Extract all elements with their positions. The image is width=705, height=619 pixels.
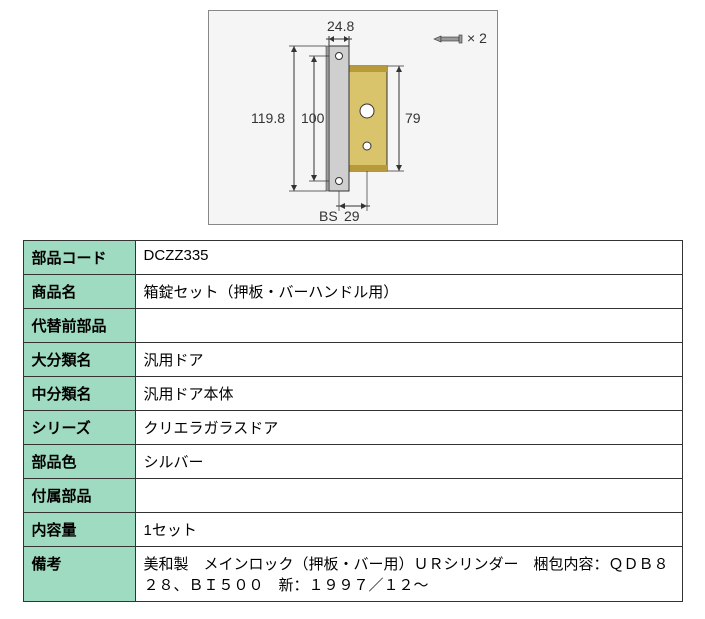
technical-diagram: 24.8 119.8 100 79 BS 29 (208, 10, 498, 225)
dim-inner-height-right: 79 (405, 110, 421, 126)
dim-bs-value: 29 (344, 208, 360, 224)
row-value: クリエラガラスドア (135, 411, 682, 445)
row-value: 1セット (135, 513, 682, 547)
row-label: 備考 (23, 547, 135, 602)
row-value: 箱錠セット（押板・バーハンドル用） (135, 275, 682, 309)
row-label: 商品名 (23, 275, 135, 309)
dim-inner-height-left: 100 (301, 110, 325, 126)
row-label: 内容量 (23, 513, 135, 547)
table-row: 大分類名汎用ドア (23, 343, 682, 377)
table-row: 内容量1セット (23, 513, 682, 547)
row-value: シルバー (135, 445, 682, 479)
dim-bs-label: BS (319, 208, 338, 224)
row-label: 付属部品 (23, 479, 135, 513)
table-row: シリーズクリエラガラスドア (23, 411, 682, 445)
table-row: 商品名箱錠セット（押板・バーハンドル用） (23, 275, 682, 309)
table-row: 付属部品 (23, 479, 682, 513)
row-value: 汎用ドア (135, 343, 682, 377)
row-label: 部品コード (23, 241, 135, 275)
row-label: シリーズ (23, 411, 135, 445)
dim-outer-height: 119.8 (251, 110, 285, 126)
table-row: 中分類名汎用ドア本体 (23, 377, 682, 411)
row-label: 代替前部品 (23, 309, 135, 343)
table-row: 備考美和製 メインロック（押板・バー用）ＵＲシリンダー 梱包内容：ＱＤＢ８２８、… (23, 547, 682, 602)
row-value: 汎用ドア本体 (135, 377, 682, 411)
spec-table: 部品コードDCZZ335商品名箱錠セット（押板・バーハンドル用）代替前部品大分類… (23, 240, 683, 602)
screw-count-label: × 2 (467, 30, 487, 46)
row-label: 大分類名 (23, 343, 135, 377)
dim-top-width: 24.8 (327, 18, 354, 34)
table-row: 部品色シルバー (23, 445, 682, 479)
row-value: 美和製 メインロック（押板・バー用）ＵＲシリンダー 梱包内容：ＱＤＢ８２８、ＢＩ… (135, 547, 682, 602)
row-label: 部品色 (23, 445, 135, 479)
screw-icon (434, 35, 462, 43)
row-value (135, 479, 682, 513)
row-value (135, 309, 682, 343)
row-label: 中分類名 (23, 377, 135, 411)
table-row: 部品コードDCZZ335 (23, 241, 682, 275)
table-row: 代替前部品 (23, 309, 682, 343)
row-value: DCZZ335 (135, 241, 682, 275)
